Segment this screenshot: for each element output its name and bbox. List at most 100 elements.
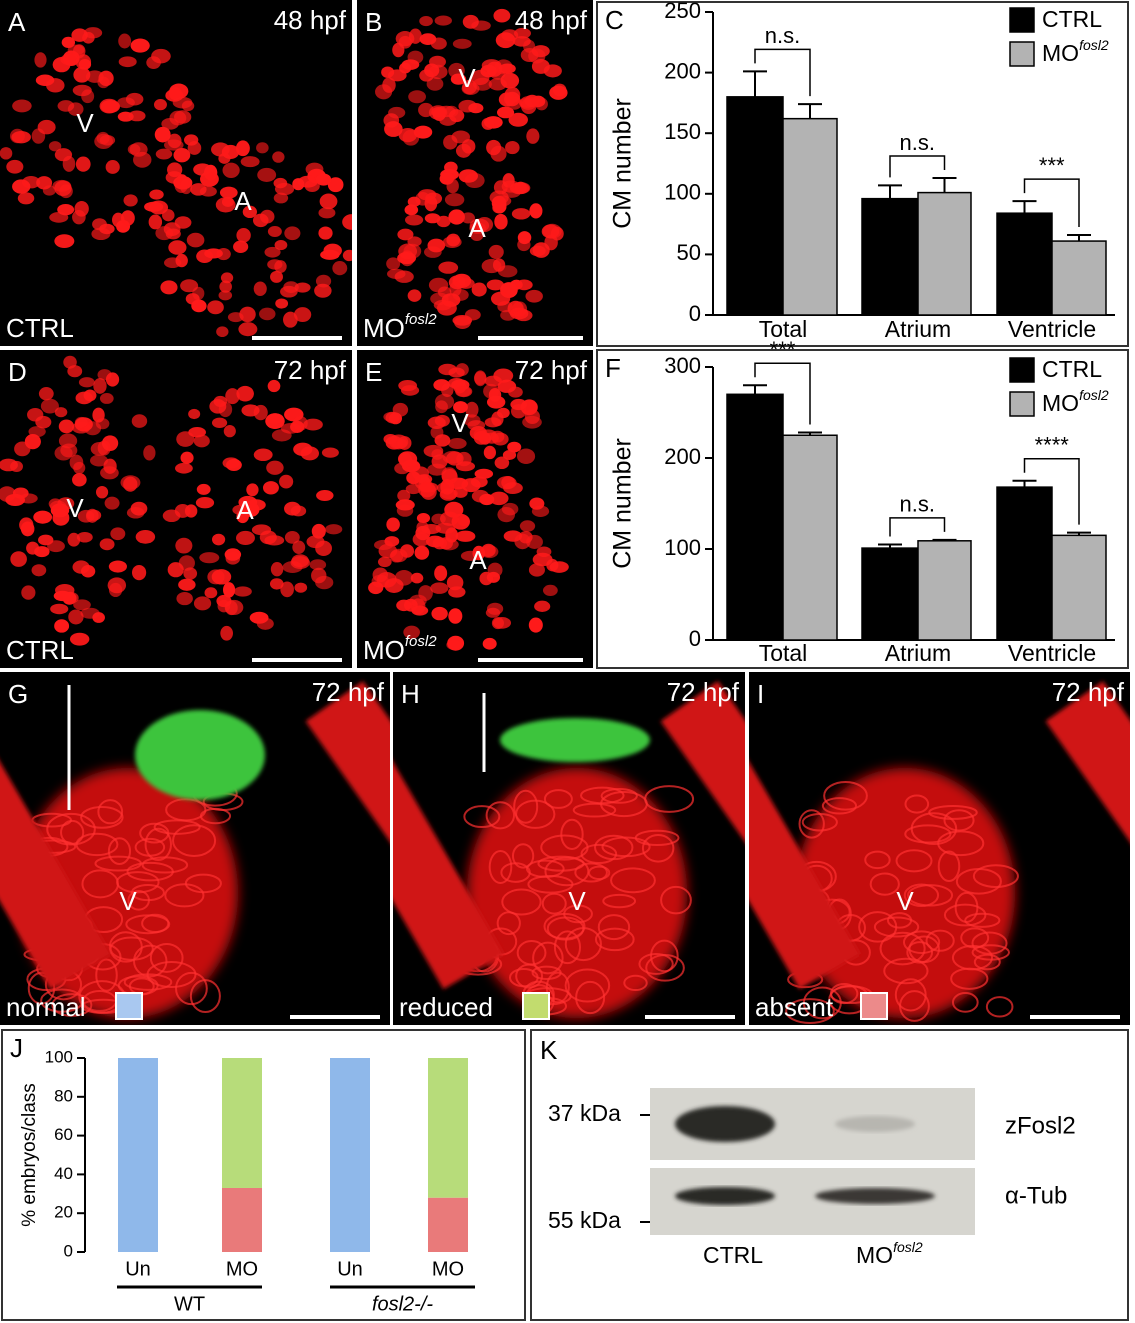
nucleus [175, 462, 193, 474]
nucleus [93, 378, 107, 394]
nucleus [449, 281, 462, 297]
nucleus [92, 612, 105, 623]
myofibril [623, 974, 648, 992]
nucleus [169, 110, 187, 126]
nucleus [99, 393, 114, 404]
nucleus [46, 78, 65, 93]
nucleus [321, 447, 339, 458]
muscle [393, 729, 504, 990]
lane-label: MOfosl2 [856, 1239, 923, 1268]
nucleus [318, 207, 336, 219]
nucleus [275, 298, 289, 309]
nucleus [514, 309, 533, 322]
myofibril [925, 929, 955, 952]
myofibril [785, 998, 835, 1025]
myofibril [175, 971, 208, 1006]
nucleus [12, 99, 32, 113]
myofibril [895, 849, 933, 873]
nucleus [455, 363, 469, 377]
nucleus [507, 441, 522, 453]
band-label: α-Tub [1005, 1182, 1067, 1209]
nucleus [455, 385, 473, 398]
nucleus [267, 226, 282, 238]
nucleus [221, 196, 234, 208]
myofibril [951, 944, 994, 971]
y-tick-label: 40 [54, 1164, 73, 1183]
region-label: V [451, 408, 469, 438]
group-label: fosl2-/- [372, 1293, 433, 1315]
nucleus [496, 106, 515, 119]
nucleus [236, 385, 254, 402]
nucleus [187, 141, 202, 155]
muscle [1045, 681, 1130, 902]
nucleus [465, 401, 479, 418]
bar [726, 96, 784, 316]
significance-label: **** [1035, 433, 1070, 458]
nucleus [31, 564, 47, 577]
myofibril [501, 888, 542, 916]
y-tick-label: 20 [54, 1203, 73, 1222]
nucleus [386, 517, 400, 532]
legend-label: MOfosl2 [1042, 387, 1109, 416]
nucleus [103, 458, 117, 474]
nucleus [123, 194, 138, 207]
nucleus [409, 594, 427, 607]
nucleus [492, 432, 509, 446]
nucleus [218, 290, 233, 301]
error-bar [878, 543, 902, 549]
myofibril [496, 911, 521, 936]
nucleus [488, 244, 504, 260]
nucleus [546, 558, 559, 572]
error-bar [1067, 234, 1091, 242]
nucleus [383, 113, 400, 128]
nucleus [223, 582, 236, 598]
group-label: WT [174, 1293, 205, 1315]
nucleus [271, 429, 292, 442]
nucleus [542, 223, 562, 239]
myofibril [985, 996, 1014, 1018]
nucleus [447, 635, 465, 651]
nucleus [266, 413, 284, 424]
nucleus [128, 110, 146, 122]
nucleus [74, 416, 88, 428]
myofibril [894, 978, 927, 1012]
lane-superscript: fosl2 [893, 1239, 923, 1255]
nucleus [238, 495, 258, 509]
nucleus [154, 126, 171, 143]
panel-letter: H [401, 679, 420, 709]
nucleus [405, 483, 422, 495]
myofibril [144, 827, 172, 862]
legend-swatch [1009, 41, 1035, 67]
nucleus [186, 232, 205, 248]
x-tick-label: Atrium [885, 640, 951, 666]
nucleus [293, 307, 312, 323]
bar-segment [428, 1058, 468, 1198]
nucleus [95, 418, 110, 430]
myofibril [928, 804, 978, 820]
micrograph-content [0, 27, 352, 337]
nucleus [418, 189, 437, 201]
bar-segment [118, 1058, 158, 1252]
nucleus [500, 72, 520, 89]
condition: CTRL [6, 313, 74, 343]
nucleus [63, 355, 77, 369]
nucleus [54, 234, 75, 248]
class-swatch [522, 992, 550, 1020]
bar [996, 212, 1053, 316]
myofibril [199, 807, 232, 825]
myofibril [823, 780, 868, 811]
nucleus [274, 182, 295, 196]
condition: CTRL [6, 635, 74, 665]
nucleus [342, 214, 352, 230]
band [815, 1188, 935, 1204]
nucleus [259, 530, 277, 545]
nucleus [464, 309, 481, 321]
nucleus [430, 582, 449, 594]
significance-label: n.s. [765, 23, 800, 48]
nucleus [60, 443, 78, 458]
nucleus [320, 249, 340, 260]
significance-bracket [889, 517, 946, 537]
condition-label: CTRL [6, 635, 74, 665]
nucleus [531, 505, 550, 517]
nucleus [132, 564, 147, 581]
